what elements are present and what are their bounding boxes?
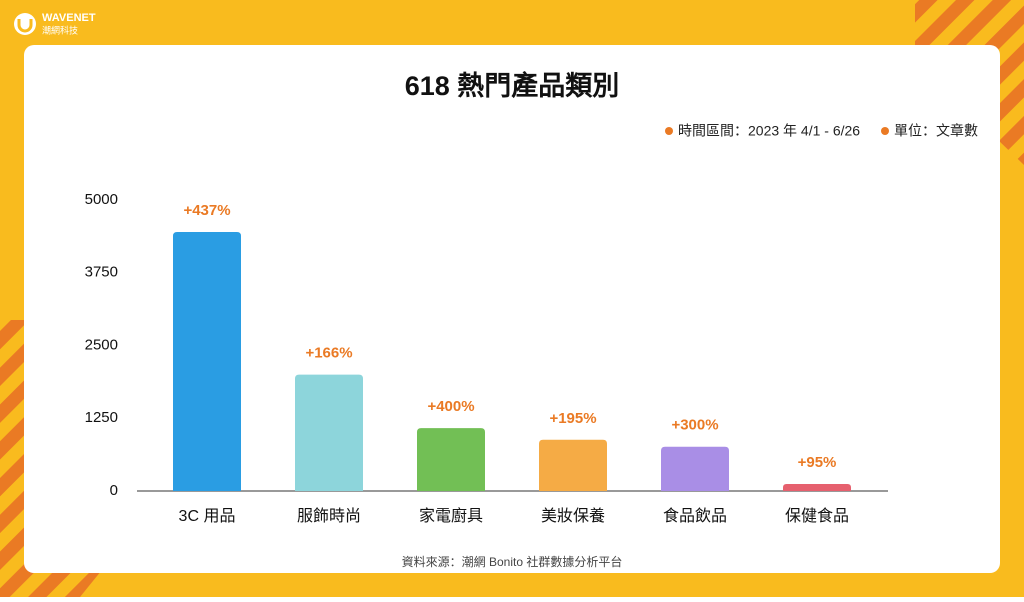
y-tick-label: 3750 xyxy=(85,264,118,281)
y-tick-label: 2500 xyxy=(85,336,118,353)
y-tick-label: 1250 xyxy=(85,409,118,426)
growth-label: +437% xyxy=(183,202,230,219)
y-tick-label: 5000 xyxy=(85,191,118,208)
growth-label: +400% xyxy=(427,398,474,415)
x-tick-label: 服飾時尚 xyxy=(297,507,361,525)
growth-label: +300% xyxy=(671,417,718,434)
x-tick-label: 食品飲品 xyxy=(663,507,727,525)
note-bullet xyxy=(665,127,673,135)
logo-mark xyxy=(17,19,33,33)
brand-sub: 潮網科技 xyxy=(42,24,78,35)
x-tick-label: 3C 用品 xyxy=(179,508,236,525)
bar xyxy=(417,428,485,491)
x-tick-label: 美妝保養 xyxy=(541,507,605,525)
note-bullet xyxy=(881,127,889,135)
x-tick-label: 家電廚具 xyxy=(419,506,483,525)
bar xyxy=(295,374,363,491)
bar xyxy=(783,484,851,491)
card xyxy=(24,45,1000,573)
growth-label: +166% xyxy=(305,345,352,362)
note: 時間區間：2023 年 4/1 - 6/26 xyxy=(678,123,860,139)
bar xyxy=(661,446,729,491)
chart-title: 618 熱門產品類別 xyxy=(405,70,620,101)
brand-name: WAVENET xyxy=(42,12,96,24)
x-tick-label: 保健食品 xyxy=(785,507,849,525)
source: 資料來源：潮網 Bonito 社群數據分析平台 xyxy=(402,554,623,569)
note: 單位：文章數 xyxy=(894,123,978,139)
bar xyxy=(539,439,607,491)
y-tick-label: 0 xyxy=(110,482,118,499)
growth-label: +95% xyxy=(798,454,837,471)
bar xyxy=(173,232,241,491)
stripe-decoration xyxy=(0,320,26,597)
growth-label: +195% xyxy=(549,410,596,427)
